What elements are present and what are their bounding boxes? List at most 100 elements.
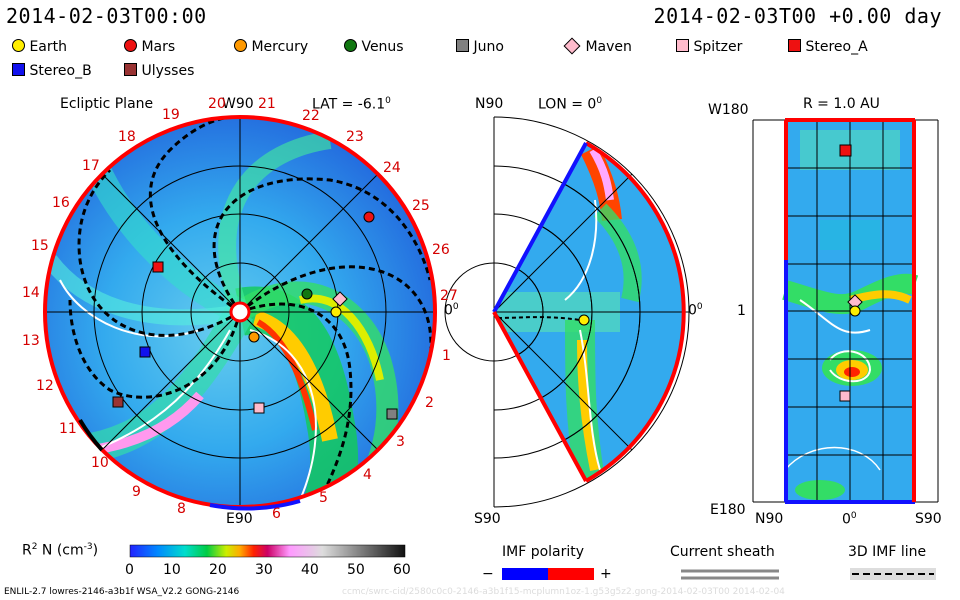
carrington-label: 14 [22,285,40,301]
radial-map-panel [752,118,939,504]
legend-label: Stereo_A [805,39,868,55]
run-datetime: 2014-02-03T00:00 [6,4,207,28]
imf-polarity-minus: − [482,566,494,582]
ulysses-marker-icon [124,63,137,76]
venus-marker-icon [344,39,357,52]
carrington-label: 1 [442,348,451,364]
imf-polarity-plus: + [600,566,612,582]
legend-maven: Maven [563,37,632,55]
earth-marker-meridional [578,314,590,326]
current-sheath-title: Current sheath [670,544,775,560]
carrington-label: 23 [346,129,364,145]
legend-label: Ulysses [141,63,195,79]
juno-marker-icon [456,39,469,52]
carrington-label: 10 [91,455,109,471]
legend-label: Juno [473,39,504,55]
imf-line-title: 3D IMF line [848,544,927,560]
colorbar-tick: 20 [209,562,227,578]
ecliptic-title: Ecliptic Plane [60,96,154,112]
legend-label: Maven [585,39,632,55]
ecliptic-right-degree: 0 [452,302,459,312]
radial-x-mid: 00 [842,511,857,528]
meridional-top-label: N90 [475,96,504,112]
meridional-right-degree: 0 [696,302,703,312]
ulysses-marker [112,396,124,408]
carrington-label: 5 [319,490,328,506]
colorbar-tick: 0 [125,562,134,578]
legend-spitzer: Spitzer [676,39,742,55]
carrington-label: 13 [22,333,40,349]
earth-marker-icon [12,39,25,52]
colorbar-label-exp: 2 [31,542,38,552]
colorbar-label: R2 N (cm-3) [22,542,98,559]
colorbar-tick: 50 [347,562,365,578]
carrington-label: 17 [82,158,100,174]
meridional-bottom-label: S90 [474,511,501,527]
maven-marker [332,291,348,307]
time-offset: 2014-02-03T00 +0.00 day [653,4,942,28]
carrington-label: 18 [118,129,136,145]
legend-stereo-b: Stereo_B [12,63,92,79]
legend-juno: Juno [456,39,504,55]
venus-marker [301,288,313,300]
legend-ulysses: Ulysses [124,63,194,79]
ecliptic-top-label: W90 [222,96,254,112]
imf-polarity-title: IMF polarity [502,544,585,560]
legend-label: Venus [361,39,404,55]
carrington-label: 12 [36,378,54,394]
legend-label: Spitzer [693,39,743,55]
radial-x-mid-degree: 0 [850,511,857,521]
mercury-marker [248,331,260,343]
stereo-b-marker [139,346,151,358]
carrington-label: 4 [363,467,372,483]
legend-stereo-a: Stereo_A [788,39,868,55]
carrington-label: 20 [208,96,226,112]
lon-degree: 0 [596,96,603,106]
lon-value: LON = 0 [538,96,597,113]
carrington-label: 3 [396,434,405,450]
colorbar-tick: 30 [255,562,273,578]
carrington-label: 24 [383,160,401,176]
carrington-label: 16 [52,195,70,211]
carrington-label: 9 [132,484,141,500]
radial-bottom-label: E180 [710,502,746,518]
legend-label: Mercury [251,39,309,55]
carrington-label: 22 [302,108,320,124]
current-sheath-sample [681,569,779,580]
meridional-right-value: 0 [688,302,697,319]
colorbar-label-r: R [22,542,32,559]
legend-venus: Venus [344,39,404,55]
ecliptic-bottom-label: E90 [226,511,253,527]
spitzer-marker-icon [676,39,689,52]
carrington-label: 11 [59,421,77,437]
carrington-label: 21 [258,96,276,112]
ecliptic-lat-label: LAT = -6.10 [312,96,391,113]
mercury-marker-icon [234,39,247,52]
mars-marker [363,211,375,223]
lat-value: LAT = -6.1 [312,96,386,113]
legend-label: Earth [29,39,67,55]
carrington-label: 19 [162,107,180,123]
legend-mars: Mars [124,39,175,55]
juno-marker [386,408,398,420]
ecliptic-right-label: 00 [444,302,459,319]
carrington-label: 8 [177,501,186,517]
lat-degree: 0 [385,96,391,106]
meridional-panel [444,116,690,508]
radial-x-left: N90 [755,511,784,527]
maven-marker-map [847,294,863,310]
legend-mercury: Mercury [234,39,308,55]
meridional-right-label: 00 [688,302,703,319]
earth-marker-map [849,305,861,317]
spitzer-marker-map [839,390,851,402]
colorbar-tick: 10 [163,562,181,578]
legend-label: Stereo_B [29,63,92,79]
legend-earth: Earth [12,39,67,55]
carrington-label: 15 [31,238,49,254]
imf-line-sample [850,568,936,580]
radial-top-label: W180 [708,102,749,118]
earth-marker [330,306,342,318]
model-info-footer: ENLIL-2.7 lowres-2146-a3b1f WSA_V2.2 GON… [4,587,240,597]
carrington-label: 26 [432,242,450,258]
